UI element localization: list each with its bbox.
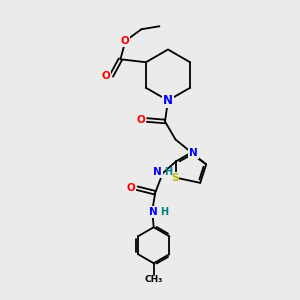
Text: O: O — [101, 71, 110, 81]
Text: O: O — [121, 36, 129, 46]
Text: N: N — [189, 148, 198, 158]
Text: H: H — [164, 167, 172, 177]
Text: CH₃: CH₃ — [145, 275, 163, 284]
Text: S: S — [171, 173, 178, 183]
Text: O: O — [136, 115, 145, 125]
Text: N: N — [149, 207, 158, 217]
Text: H: H — [160, 207, 168, 217]
Text: N: N — [163, 94, 173, 107]
Text: N: N — [153, 167, 162, 177]
Text: O: O — [126, 183, 135, 193]
